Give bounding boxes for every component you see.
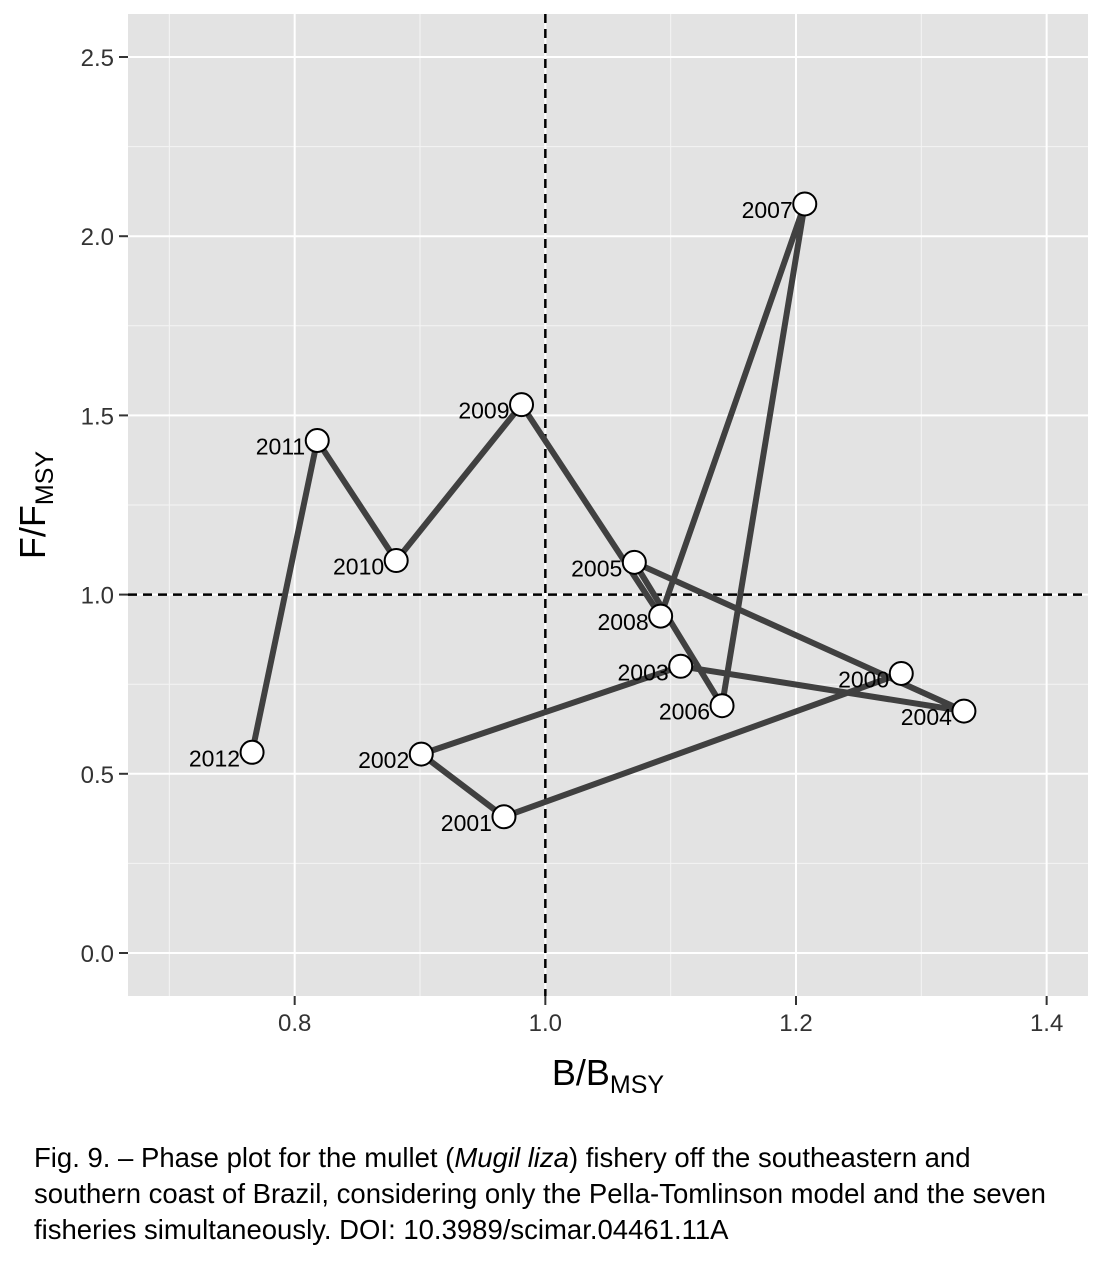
label-2009: 2009 [458, 398, 509, 424]
grid-minor [128, 14, 1088, 996]
point-2000 [888, 660, 914, 686]
y-axis-title: F/FMSY [12, 451, 59, 559]
x-tick-label: 0.8 [278, 1010, 311, 1037]
x-axis-title-main: B/B [552, 1052, 610, 1093]
point-2008 [648, 603, 674, 629]
point-2007 [792, 191, 818, 217]
label-2012: 2012 [189, 745, 240, 771]
label-2005: 2005 [571, 555, 622, 581]
y-tick-label: 0.5 [81, 762, 114, 789]
y-tick-label: 1.5 [81, 403, 114, 430]
x-axis-title-subscript: MSY [610, 1071, 665, 1099]
caption-species: Mugil liza [454, 1142, 569, 1173]
x-axis-title: B/BMSY [552, 1052, 665, 1099]
x-tick-label: 1.0 [529, 1010, 562, 1037]
y-axis-title-main: F/F [12, 505, 53, 559]
x-tick-label: 1.4 [1030, 1010, 1063, 1037]
point-2012 [239, 739, 265, 765]
point-2009 [509, 392, 535, 418]
point-2002 [408, 741, 434, 767]
y-tick-label: 2.0 [81, 224, 114, 251]
reference-lines [128, 14, 1088, 996]
figure-caption: Fig. 9. – Phase plot for the mullet (Mug… [34, 1140, 1084, 1248]
label-2000: 2000 [838, 666, 889, 692]
y-axis: 0.0 0.5 1.0 1.5 2.0 2.5 [81, 45, 128, 968]
label-2007: 2007 [742, 197, 793, 223]
point-2010 [383, 548, 409, 574]
label-2002: 2002 [358, 747, 409, 773]
x-tick-label: 1.2 [779, 1010, 812, 1037]
point-2011 [304, 427, 330, 453]
point-2004 [951, 698, 977, 724]
point-2005 [621, 549, 647, 575]
year-labels: 2000 2001 2002 2003 2004 2005 2006 2007 2008 2009… [189, 197, 952, 836]
label-2011: 2011 [256, 433, 305, 459]
label-2008: 2008 [597, 609, 648, 635]
y-tick-label: 1.0 [81, 583, 114, 610]
label-2003: 2003 [618, 659, 669, 685]
data-points [239, 191, 977, 830]
label-2004: 2004 [901, 704, 952, 730]
caption-suffix: ) fishery off the southeastern and south… [34, 1142, 1046, 1245]
x-axis: 0.8 1.0 1.2 1.4 [278, 996, 1063, 1037]
point-2003 [668, 653, 694, 679]
point-2001 [491, 804, 517, 830]
caption-prefix: Fig. 9. – Phase plot for the mullet ( [34, 1142, 455, 1173]
label-2006: 2006 [659, 699, 710, 725]
label-2010: 2010 [333, 554, 384, 580]
point-2006 [709, 693, 735, 719]
y-tick-label: 2.5 [81, 45, 114, 72]
y-axis-title-subscript: MSY [31, 451, 59, 506]
y-tick-label: 0.0 [81, 941, 114, 968]
label-2001: 2001 [441, 810, 492, 836]
phase-plot: 2000 2001 2002 2003 2004 2005 2006 2007 2008 2009… [12, 14, 1088, 1099]
